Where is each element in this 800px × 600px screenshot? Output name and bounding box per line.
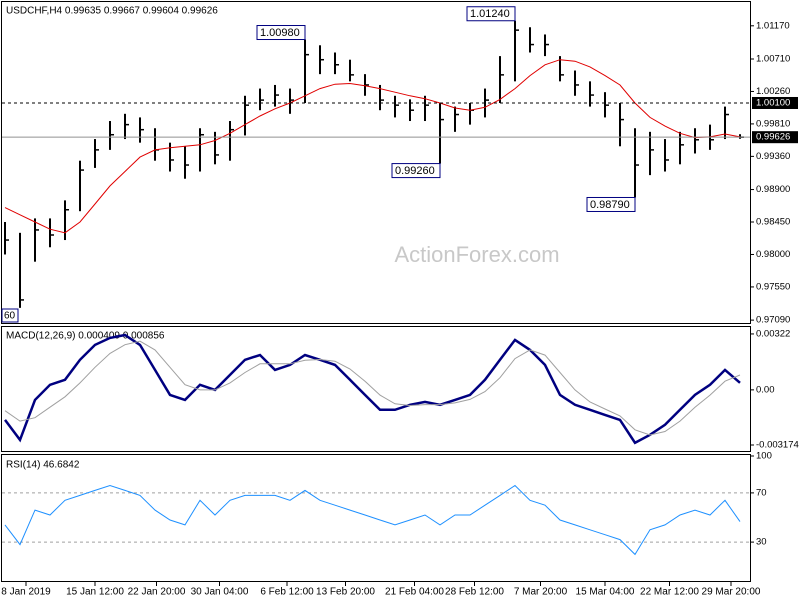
panel-title: RSI(14) 46.6842: [6, 460, 80, 471]
edge-label-box: [1, 308, 19, 323]
y-tick-label: 0.98900: [756, 184, 790, 195]
annotation-label: 1.01240: [470, 8, 510, 20]
x-tick-label: 30 Jan 04:00: [191, 587, 249, 598]
x-tick-label: 7 Mar 20:00: [514, 587, 568, 598]
y-tick-label: 1.01170: [756, 20, 790, 31]
y-tick-label: 0.99360: [756, 151, 790, 162]
annotation-label: 0.99260: [395, 165, 435, 177]
last-price-label: 0.99626: [756, 132, 790, 143]
annotation-box: [256, 25, 306, 41]
y-tick-label: 70: [756, 487, 767, 498]
annotation-box: [391, 163, 441, 179]
level-label: 1.00100: [756, 98, 790, 109]
y-tick-label: 0.98450: [756, 217, 790, 228]
x-tick-label: 13 Feb 20:00: [316, 587, 375, 598]
y-tick-label: 1.00260: [756, 86, 790, 97]
y-tick-label: 1.00710: [756, 54, 790, 65]
annotation-box: [466, 6, 516, 22]
rsi-line: [4, 484, 741, 556]
x-tick-label: 15 Jan 12:00: [66, 587, 124, 598]
x-tick-label: 8 Jan 2019: [1, 587, 51, 598]
y-tick-label: -0.003174: [756, 440, 799, 451]
x-tick-label: 22 Mar 12:00: [640, 587, 699, 598]
edge-label: 60: [4, 311, 16, 322]
y-tick-label: 0.00: [756, 384, 775, 395]
y-tick-label: 0.97090: [756, 315, 790, 326]
y-tick-label: 0.99810: [756, 118, 790, 129]
price-panel: [1, 1, 751, 324]
x-tick-label: 21 Feb 04:00: [385, 587, 444, 598]
rsi-panel: [1, 454, 751, 582]
moving-average: [4, 59, 741, 234]
macd-line: [4, 340, 741, 436]
panel-title: USDCHF,H4 0.99635 0.99667 0.99604 0.9962…: [6, 6, 218, 17]
annotation-label: 1.00980: [260, 27, 300, 39]
y-tick-label: 0.98000: [756, 249, 790, 260]
y-tick-label: 30: [756, 537, 767, 548]
y-tick-label: 0.97550: [756, 281, 790, 292]
y-tick-label: 100: [756, 451, 772, 462]
x-tick-label: 15 Mar 04:00: [576, 587, 635, 598]
level-label-box: [752, 96, 798, 109]
x-tick-label: 29 Mar 20:00: [702, 587, 761, 598]
macd-line: [4, 333, 741, 445]
panel-title: MACD(12,26,9) 0.000409 0.000856: [6, 331, 165, 342]
annotation-box: [586, 196, 636, 212]
last-price-box: [752, 131, 798, 144]
x-tick-label: 28 Feb 12:00: [445, 587, 504, 598]
annotation-label: 0.98790: [590, 199, 630, 211]
y-tick-label: 0.00322: [756, 328, 790, 339]
watermark: ActionForex.com: [394, 242, 559, 267]
x-tick-label: 22 Jan 20:00: [128, 587, 186, 598]
x-tick-label: 6 Feb 12:00: [260, 587, 314, 598]
macd-panel: [1, 326, 751, 452]
